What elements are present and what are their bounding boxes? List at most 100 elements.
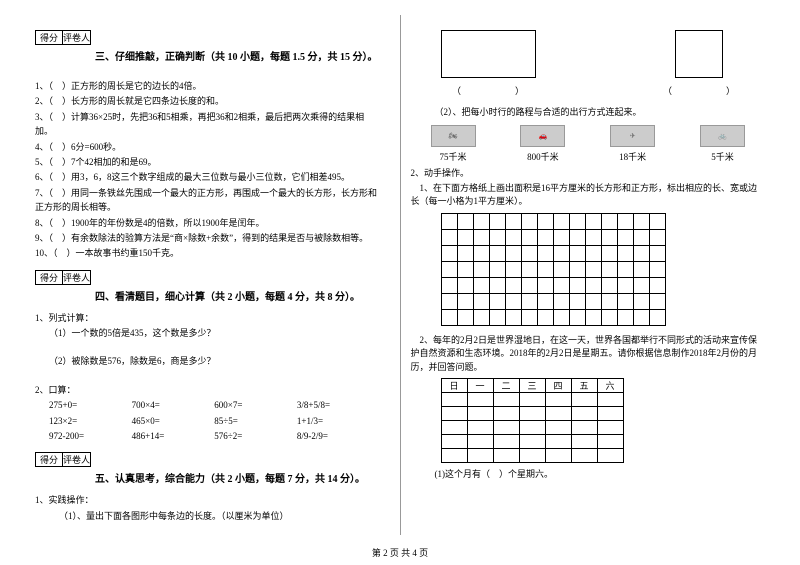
- grader-label: 评卷人: [63, 270, 91, 285]
- cal-cell: [441, 421, 467, 435]
- judgment-item: 1、（ ）正方形的周长是它的边长的4倍。: [35, 79, 380, 93]
- grid-cell: [569, 229, 585, 245]
- grid-cell: [633, 245, 649, 261]
- calc-grid: 275+0=700×4=600×7=3/8+5/8=123×2=465×0=85…: [49, 398, 380, 444]
- grid-cell: [537, 261, 553, 277]
- s5-q1a: （1）、量出下面各图形中每条边的长度。（以厘米为单位）: [59, 509, 380, 523]
- grid-cell: [521, 309, 537, 325]
- judgment-item: 2、（ ）长方形的周长就是它四条边长度的和。: [35, 94, 380, 108]
- grid-cell: [553, 309, 569, 325]
- cal-cell: [467, 449, 493, 463]
- grid-cell: [441, 229, 457, 245]
- score-box-4: 得分 评卷人: [35, 270, 380, 285]
- cal-cell: [571, 435, 597, 449]
- q1-2: （2）、把每小时行的路程与合适的出行方式连起来。: [435, 105, 766, 119]
- rect-item: （ ）: [441, 30, 536, 97]
- cal-cell: [545, 435, 571, 449]
- section3-items: 1、（ ）正方形的周长是它的边长的4倍。2、（ ）长方形的周长就是它四条边长度的…: [35, 79, 380, 261]
- cal-cell: [545, 407, 571, 421]
- grader-label: 评卷人: [63, 30, 91, 45]
- grid-cell: [649, 245, 665, 261]
- rect-item: （ ）: [663, 30, 735, 97]
- grid-cell: [441, 213, 457, 229]
- calc-cell: 8/9-2/9=: [297, 429, 380, 444]
- calc-cell: 85÷5=: [214, 414, 297, 429]
- cal-cell: [571, 393, 597, 407]
- cal-cell: [441, 435, 467, 449]
- judgment-item: 3、（ ）计算36×25时，先把36和5相乘，再把36和2相乘，最后把两次乘得的…: [35, 110, 380, 139]
- judgment-item: 7、（ ）用同一条铁丝先围成一个最大的正方形，再围成一个最大的长方形，长方形和正…: [35, 186, 380, 215]
- grid-cell: [633, 261, 649, 277]
- grid-cell: [569, 293, 585, 309]
- cal-cell: [493, 393, 519, 407]
- cal-cell: [597, 421, 623, 435]
- calc-cell: 486+14=: [132, 429, 215, 444]
- cal-cell: [545, 421, 571, 435]
- grid-cell: [489, 277, 505, 293]
- cal-header: 五: [571, 379, 597, 393]
- calc-cell: 465×0=: [132, 414, 215, 429]
- page-footer: 第 2 页 共 4 页: [0, 546, 800, 559]
- transport-item: 🏍75千米: [431, 125, 476, 163]
- transport-item: 🚲 5千米: [700, 125, 745, 163]
- cal-cell: [493, 407, 519, 421]
- transport-icon: 🚲: [700, 125, 745, 147]
- transport-icon: 🚗: [520, 125, 565, 147]
- transport-label: 5千米: [711, 150, 734, 163]
- grid-cell: [457, 245, 473, 261]
- grid-cell: [569, 245, 585, 261]
- cal-cell: [441, 407, 467, 421]
- grid-cell: [457, 213, 473, 229]
- s4-q1a: （1）一个数的5倍是435，这个数是多少？: [49, 326, 380, 340]
- grid-cell: [553, 293, 569, 309]
- grid-cell: [585, 309, 601, 325]
- cal-header: 日: [441, 379, 467, 393]
- grid-cell: [441, 277, 457, 293]
- grid-cell: [457, 261, 473, 277]
- cal-cell: [467, 393, 493, 407]
- grid-cell: [585, 229, 601, 245]
- cal-cell: [597, 435, 623, 449]
- transport-label: 75千米: [440, 150, 467, 163]
- grid-cell: [601, 261, 617, 277]
- s5-q1: 1、实践操作：: [35, 493, 380, 507]
- grader-label: 评卷人: [63, 452, 91, 467]
- grid-cell: [537, 277, 553, 293]
- calc-cell: 700×4=: [132, 398, 215, 413]
- grid-cell: [617, 309, 633, 325]
- grid-cell: [585, 261, 601, 277]
- cal-cell: [467, 407, 493, 421]
- cal-cell: [545, 393, 571, 407]
- calc-cell: 972-200=: [49, 429, 132, 444]
- judgment-item: 9、（ ）有余数除法的验算方法是“商×除数+余数”，得到的结果是否与被除数相等。: [35, 231, 380, 245]
- grid-cell: [441, 293, 457, 309]
- grid-cell: [457, 277, 473, 293]
- s4-q1b: （2）被除数是576，除数是6，商是多少？: [49, 354, 380, 368]
- s4-q1: 1、列式计算：: [35, 311, 380, 325]
- grid-cell: [473, 229, 489, 245]
- grid-cell: [473, 309, 489, 325]
- grid-cell: [585, 213, 601, 229]
- calc-cell: 600×7=: [214, 398, 297, 413]
- grid-cell: [473, 293, 489, 309]
- grid-cell: [505, 261, 521, 277]
- section5-title: 五、认真思考，综合能力（共 2 小题，每题 7 分，共 14 分）。: [95, 470, 380, 485]
- cal-header: 四: [545, 379, 571, 393]
- grid-cell: [473, 277, 489, 293]
- rect-label: （ ）: [663, 84, 735, 97]
- transport-label: 18千米: [619, 150, 646, 163]
- score-label: 得分: [35, 452, 63, 467]
- grid-cell: [473, 245, 489, 261]
- cal-cell: [493, 435, 519, 449]
- grid-cell: [553, 229, 569, 245]
- score-box-5: 得分 评卷人: [35, 452, 380, 467]
- grid-cell: [521, 229, 537, 245]
- cal-cell: [571, 449, 597, 463]
- grid-cell: [521, 277, 537, 293]
- s4-q2: 2、口算：: [35, 383, 380, 397]
- judgment-item: 5、（ ）7个42相加的和是69。: [35, 155, 380, 169]
- calc-cell: 275+0=: [49, 398, 132, 413]
- calc-cell: 576÷2=: [214, 429, 297, 444]
- grid-cell: [601, 213, 617, 229]
- grid-cell: [633, 293, 649, 309]
